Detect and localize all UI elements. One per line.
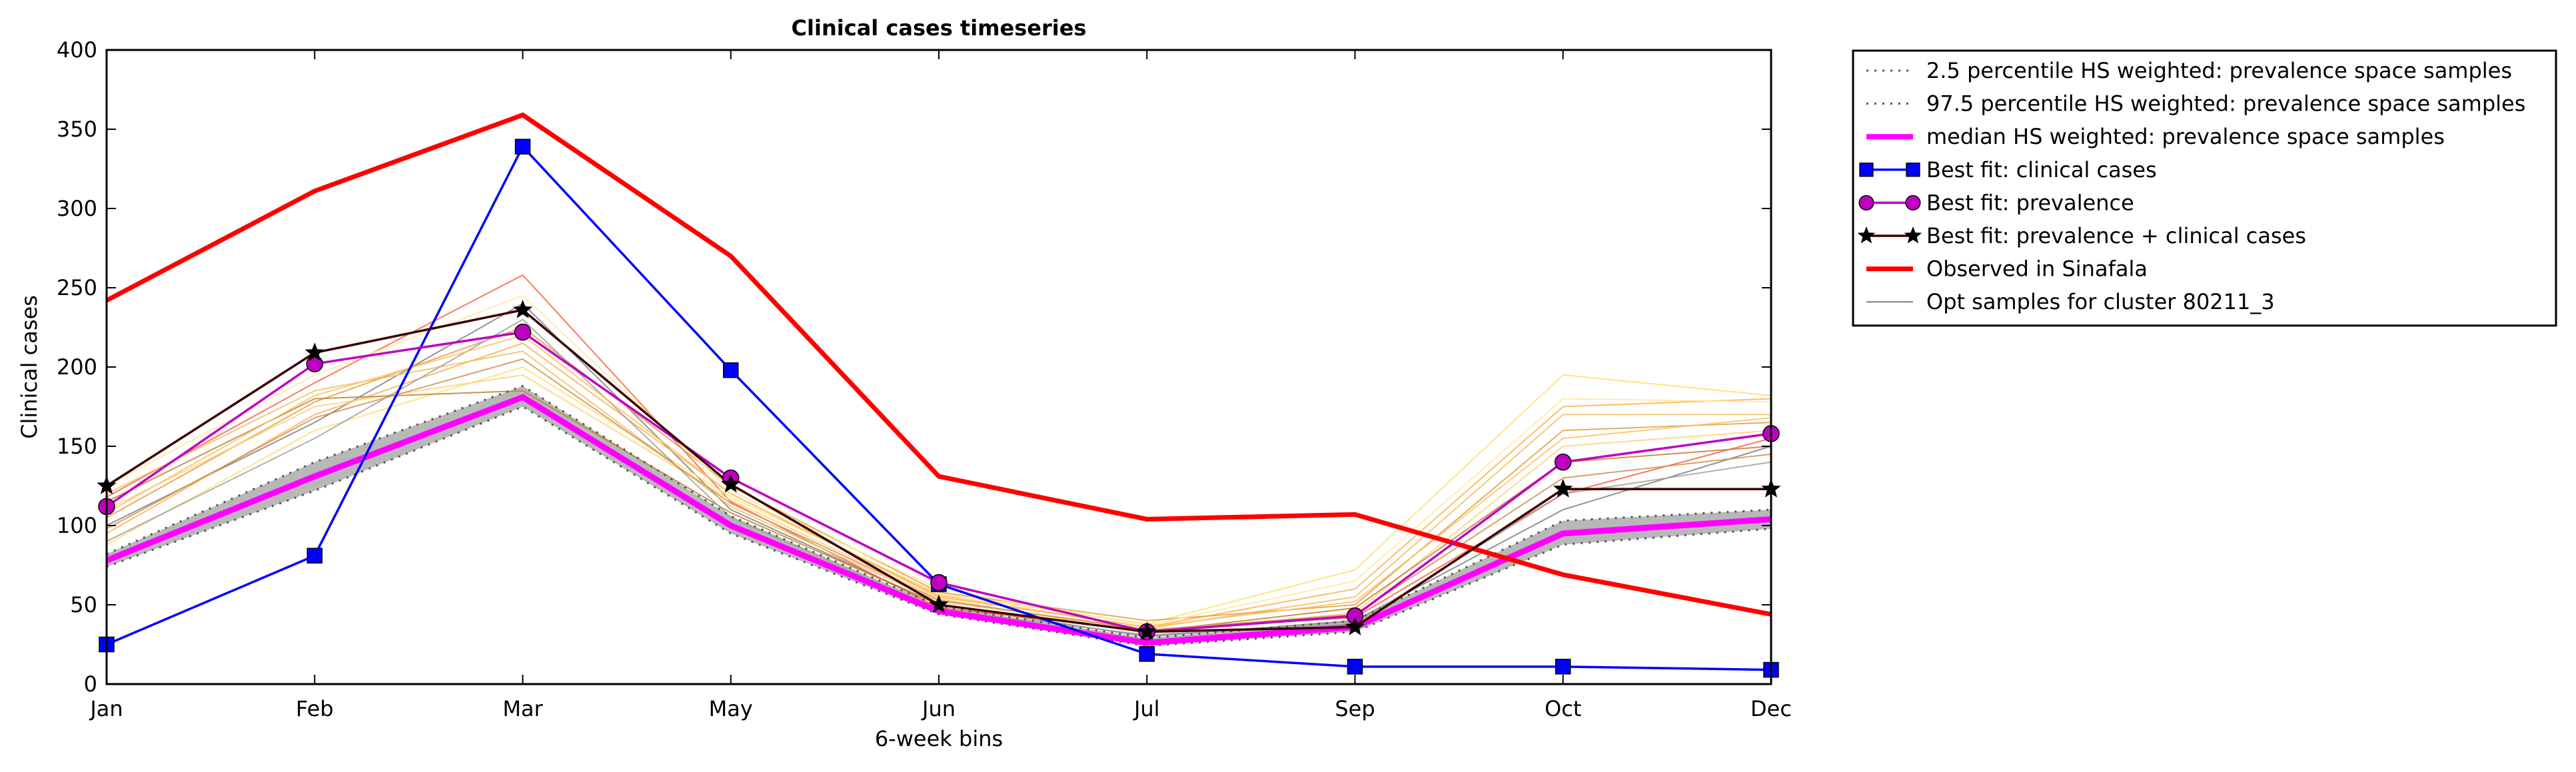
y-tick-label: 200 <box>57 354 97 380</box>
series-line-3 <box>107 394 1771 646</box>
legend-entry-label: median HS weighted: prevalence space sam… <box>1926 124 2445 149</box>
series-6-point-Feb <box>305 342 324 362</box>
legend-marker-start-5 <box>1858 194 1874 210</box>
series-5-point-Feb <box>306 355 323 372</box>
series-5-point-Oct <box>1555 454 1572 471</box>
y-tick-label: 300 <box>57 196 97 221</box>
series-4-point-Jul <box>1139 646 1155 662</box>
series-4-point-Sep <box>1347 659 1363 675</box>
opt-sample-line-4 <box>107 366 1771 625</box>
series-6-point-May <box>721 474 741 493</box>
x-tick-label: Dec <box>1750 696 1792 721</box>
series-6-point-Jun <box>929 594 949 613</box>
x-axis-label: 6-week bins <box>875 726 1003 751</box>
x-tick-label: Oct <box>1545 696 1581 721</box>
x-tick-label: Jun <box>921 696 956 721</box>
y-tick-label: 100 <box>57 513 97 538</box>
y-tick-label: 250 <box>57 275 97 300</box>
x-tick-label: Mar <box>502 696 543 721</box>
x-tick-label: Sep <box>1335 696 1375 721</box>
legend-marker-end-5 <box>1905 194 1921 210</box>
series-5-point-Jun <box>930 574 948 591</box>
series-5-point-Mar <box>514 323 532 341</box>
y-tick-label: 50 <box>70 592 97 617</box>
chart-title: Clinical cases timeseries <box>792 15 1087 41</box>
series-4-point-Oct <box>1555 659 1571 675</box>
legend-entry-label: Best fit: prevalence <box>1926 190 2134 215</box>
series-4-point-Feb <box>307 548 322 564</box>
series-4-point-Mar <box>514 139 531 155</box>
series-line-7 <box>107 112 1771 617</box>
y-tick-label: 350 <box>57 117 97 142</box>
y-tick-label: 150 <box>57 434 97 459</box>
legend-marker-end-4 <box>1906 163 1920 177</box>
series-6-point-Mar <box>512 299 533 318</box>
legend-entry-label: Best fit: prevalence + clinical cases <box>1926 223 2306 248</box>
legend-marker-start-4 <box>1859 163 1874 177</box>
legend-entry-label: Opt samples for cluster 80211_3 <box>1926 289 2275 314</box>
y-tick-label: 0 <box>84 671 97 697</box>
series-6-point-Jul <box>1137 621 1157 640</box>
legend-entry-label: 2.5 percentile HS weighted: prevalence s… <box>1926 58 2512 83</box>
plot-area <box>97 112 1781 678</box>
legend: 2.5 percentile HS weighted: prevalence s… <box>1852 49 2557 327</box>
legend-entry-label: 97.5 percentile HS weighted: prevalence … <box>1926 91 2525 117</box>
legend-entry-label: Best fit: clinical cases <box>1926 157 2157 183</box>
legend-marker-end-6 <box>1904 226 1922 244</box>
series-4-point-May <box>723 362 739 378</box>
series-line-1 <box>107 405 1771 647</box>
axes: 0 50 100 150 200 250 300 350 400 Jan Feb Mar May Jun J… <box>57 37 1792 721</box>
x-tick-label: Jul <box>1133 696 1160 721</box>
legend-marker-start-6 <box>1857 226 1876 244</box>
y-axis-label: Clinical cases <box>17 295 42 439</box>
x-tick-label: Feb <box>296 696 334 721</box>
legend-entry-label: Observed in Sinafala <box>1926 256 2148 282</box>
y-tick-label: 400 <box>57 37 97 63</box>
x-tick-label: May <box>709 696 753 721</box>
opt-sample-line-6 <box>107 326 1771 621</box>
series-6-point-Oct <box>1553 478 1573 498</box>
series-6-point-Sep <box>1345 616 1365 635</box>
legend-box <box>1852 49 2557 327</box>
x-tick-label: Jan <box>89 696 123 721</box>
